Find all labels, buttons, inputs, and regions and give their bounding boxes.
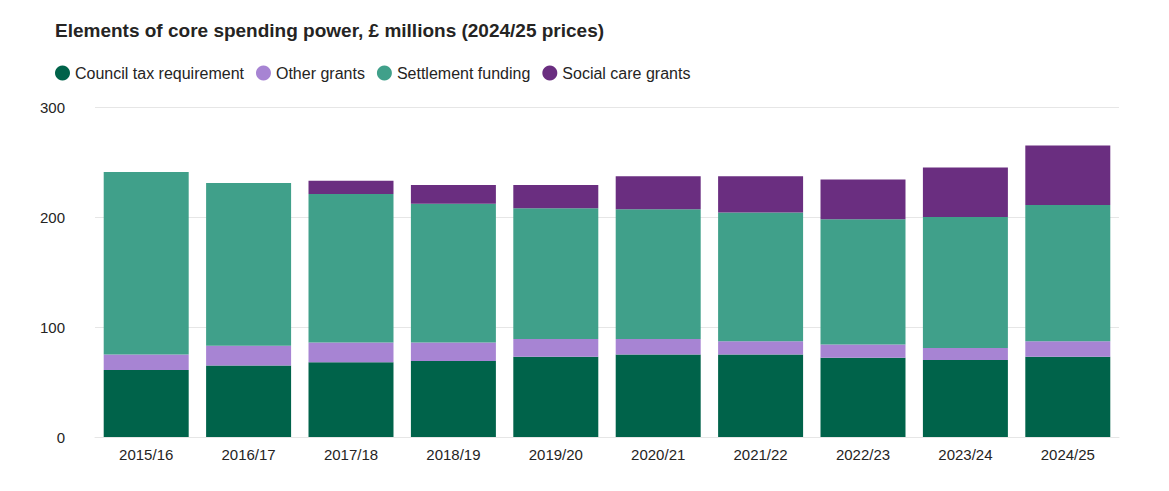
svg-text:300: 300 <box>40 99 65 116</box>
svg-text:Council tax requirement: Council tax requirement <box>75 65 245 82</box>
svg-text:2020/21: 2020/21 <box>631 446 685 463</box>
svg-text:2023/24: 2023/24 <box>938 446 992 463</box>
svg-text:0: 0 <box>57 429 65 446</box>
svg-text:2022/23: 2022/23 <box>836 446 890 463</box>
svg-text:Other grants: Other grants <box>276 65 365 82</box>
svg-text:2017/18: 2017/18 <box>324 446 378 463</box>
svg-text:2024/25: 2024/25 <box>1041 446 1095 463</box>
svg-text:2018/19: 2018/19 <box>426 446 480 463</box>
svg-text:2015/16: 2015/16 <box>119 446 173 463</box>
svg-text:2019/20: 2019/20 <box>529 446 583 463</box>
svg-text:2021/22: 2021/22 <box>733 446 787 463</box>
svg-text:Social care grants: Social care grants <box>562 65 690 82</box>
svg-text:2016/17: 2016/17 <box>221 446 275 463</box>
svg-text:Settlement funding: Settlement funding <box>397 65 530 82</box>
svg-text:Elements of core spending powe: Elements of core spending power, £ milli… <box>55 20 604 41</box>
svg-text:200: 200 <box>40 209 65 226</box>
svg-text:100: 100 <box>40 319 65 336</box>
